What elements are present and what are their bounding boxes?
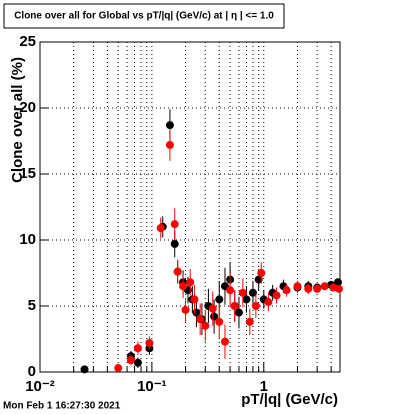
point [242,295,251,304]
point [220,337,229,346]
title-box [3,3,285,29]
point [334,284,343,293]
y-tick-label: 20 [19,99,36,116]
point [126,356,135,365]
point [190,295,199,304]
point [156,224,165,233]
point [313,284,322,293]
point [304,284,313,293]
point [165,121,174,130]
point [80,365,89,374]
x-axis-label: pT/|q| (GeV/c) [241,391,338,408]
point [133,344,142,353]
point [238,288,247,297]
y-tick-label: 0 [28,363,36,380]
point [333,278,342,287]
x-tick-label: 10⁻¹ [137,378,167,395]
point [186,278,195,287]
plot-frame [39,41,341,373]
point [208,304,217,313]
point [173,267,182,276]
point [215,295,224,304]
point [272,291,281,300]
point [181,305,190,314]
point [114,364,123,373]
x-tick-label: 1 [260,378,268,395]
point [170,220,179,229]
point [264,298,273,307]
y-tick-label: 5 [28,297,36,314]
point [234,308,243,317]
point [251,302,260,310]
point [196,315,205,324]
point [245,317,254,326]
point [133,358,142,367]
point [210,312,219,321]
chart-title: Clone over all for Global vs pT/|q| (GeV… [14,11,274,22]
point [254,275,263,284]
point [293,282,302,291]
point [248,288,257,297]
x-tick-label: 10⁻² [25,378,55,395]
point [165,140,174,149]
point [170,239,179,248]
y-tick-label: 10 [19,231,36,248]
y-tick-label: 15 [19,165,36,182]
point [320,282,329,291]
y-tick-label: 25 [19,33,36,50]
point [145,338,154,347]
point [282,286,291,295]
y-axis-label: Clone over all (%) [9,57,26,183]
point [215,317,224,326]
point [257,269,266,277]
timestamp: Mon Feb 1 16:27:30 2021 [3,401,121,412]
point [226,286,235,295]
point [179,282,188,291]
point [230,302,239,310]
point [201,321,210,330]
